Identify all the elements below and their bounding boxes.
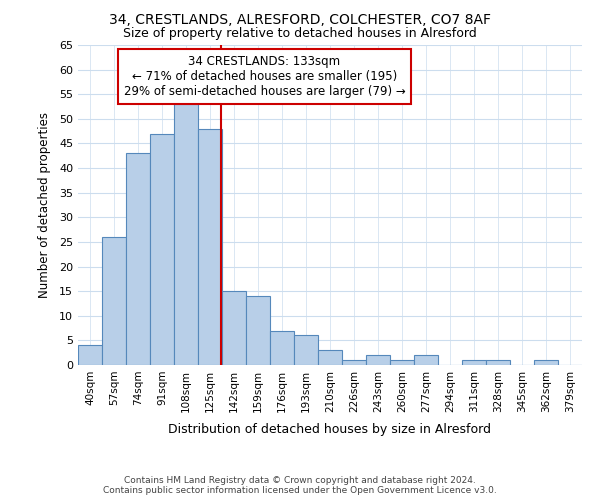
Text: 34 CRESTLANDS: 133sqm
← 71% of detached houses are smaller (195)
29% of semi-det: 34 CRESTLANDS: 133sqm ← 71% of detached … xyxy=(124,54,406,98)
Bar xyxy=(270,330,294,365)
Bar xyxy=(294,336,318,365)
Bar xyxy=(342,360,366,365)
Bar xyxy=(150,134,174,365)
Bar xyxy=(198,128,222,365)
Bar xyxy=(534,360,558,365)
Bar xyxy=(246,296,270,365)
Bar xyxy=(486,360,510,365)
Bar xyxy=(102,237,126,365)
Bar xyxy=(174,104,198,365)
Bar xyxy=(78,346,102,365)
Bar xyxy=(222,291,246,365)
Bar xyxy=(126,154,150,365)
Text: Contains HM Land Registry data © Crown copyright and database right 2024.
Contai: Contains HM Land Registry data © Crown c… xyxy=(103,476,497,495)
Bar xyxy=(318,350,342,365)
Text: Size of property relative to detached houses in Alresford: Size of property relative to detached ho… xyxy=(123,28,477,40)
Bar xyxy=(462,360,486,365)
Bar xyxy=(414,355,438,365)
Bar xyxy=(366,355,390,365)
Bar xyxy=(390,360,414,365)
Y-axis label: Number of detached properties: Number of detached properties xyxy=(38,112,50,298)
Text: 34, CRESTLANDS, ALRESFORD, COLCHESTER, CO7 8AF: 34, CRESTLANDS, ALRESFORD, COLCHESTER, C… xyxy=(109,12,491,26)
X-axis label: Distribution of detached houses by size in Alresford: Distribution of detached houses by size … xyxy=(169,423,491,436)
